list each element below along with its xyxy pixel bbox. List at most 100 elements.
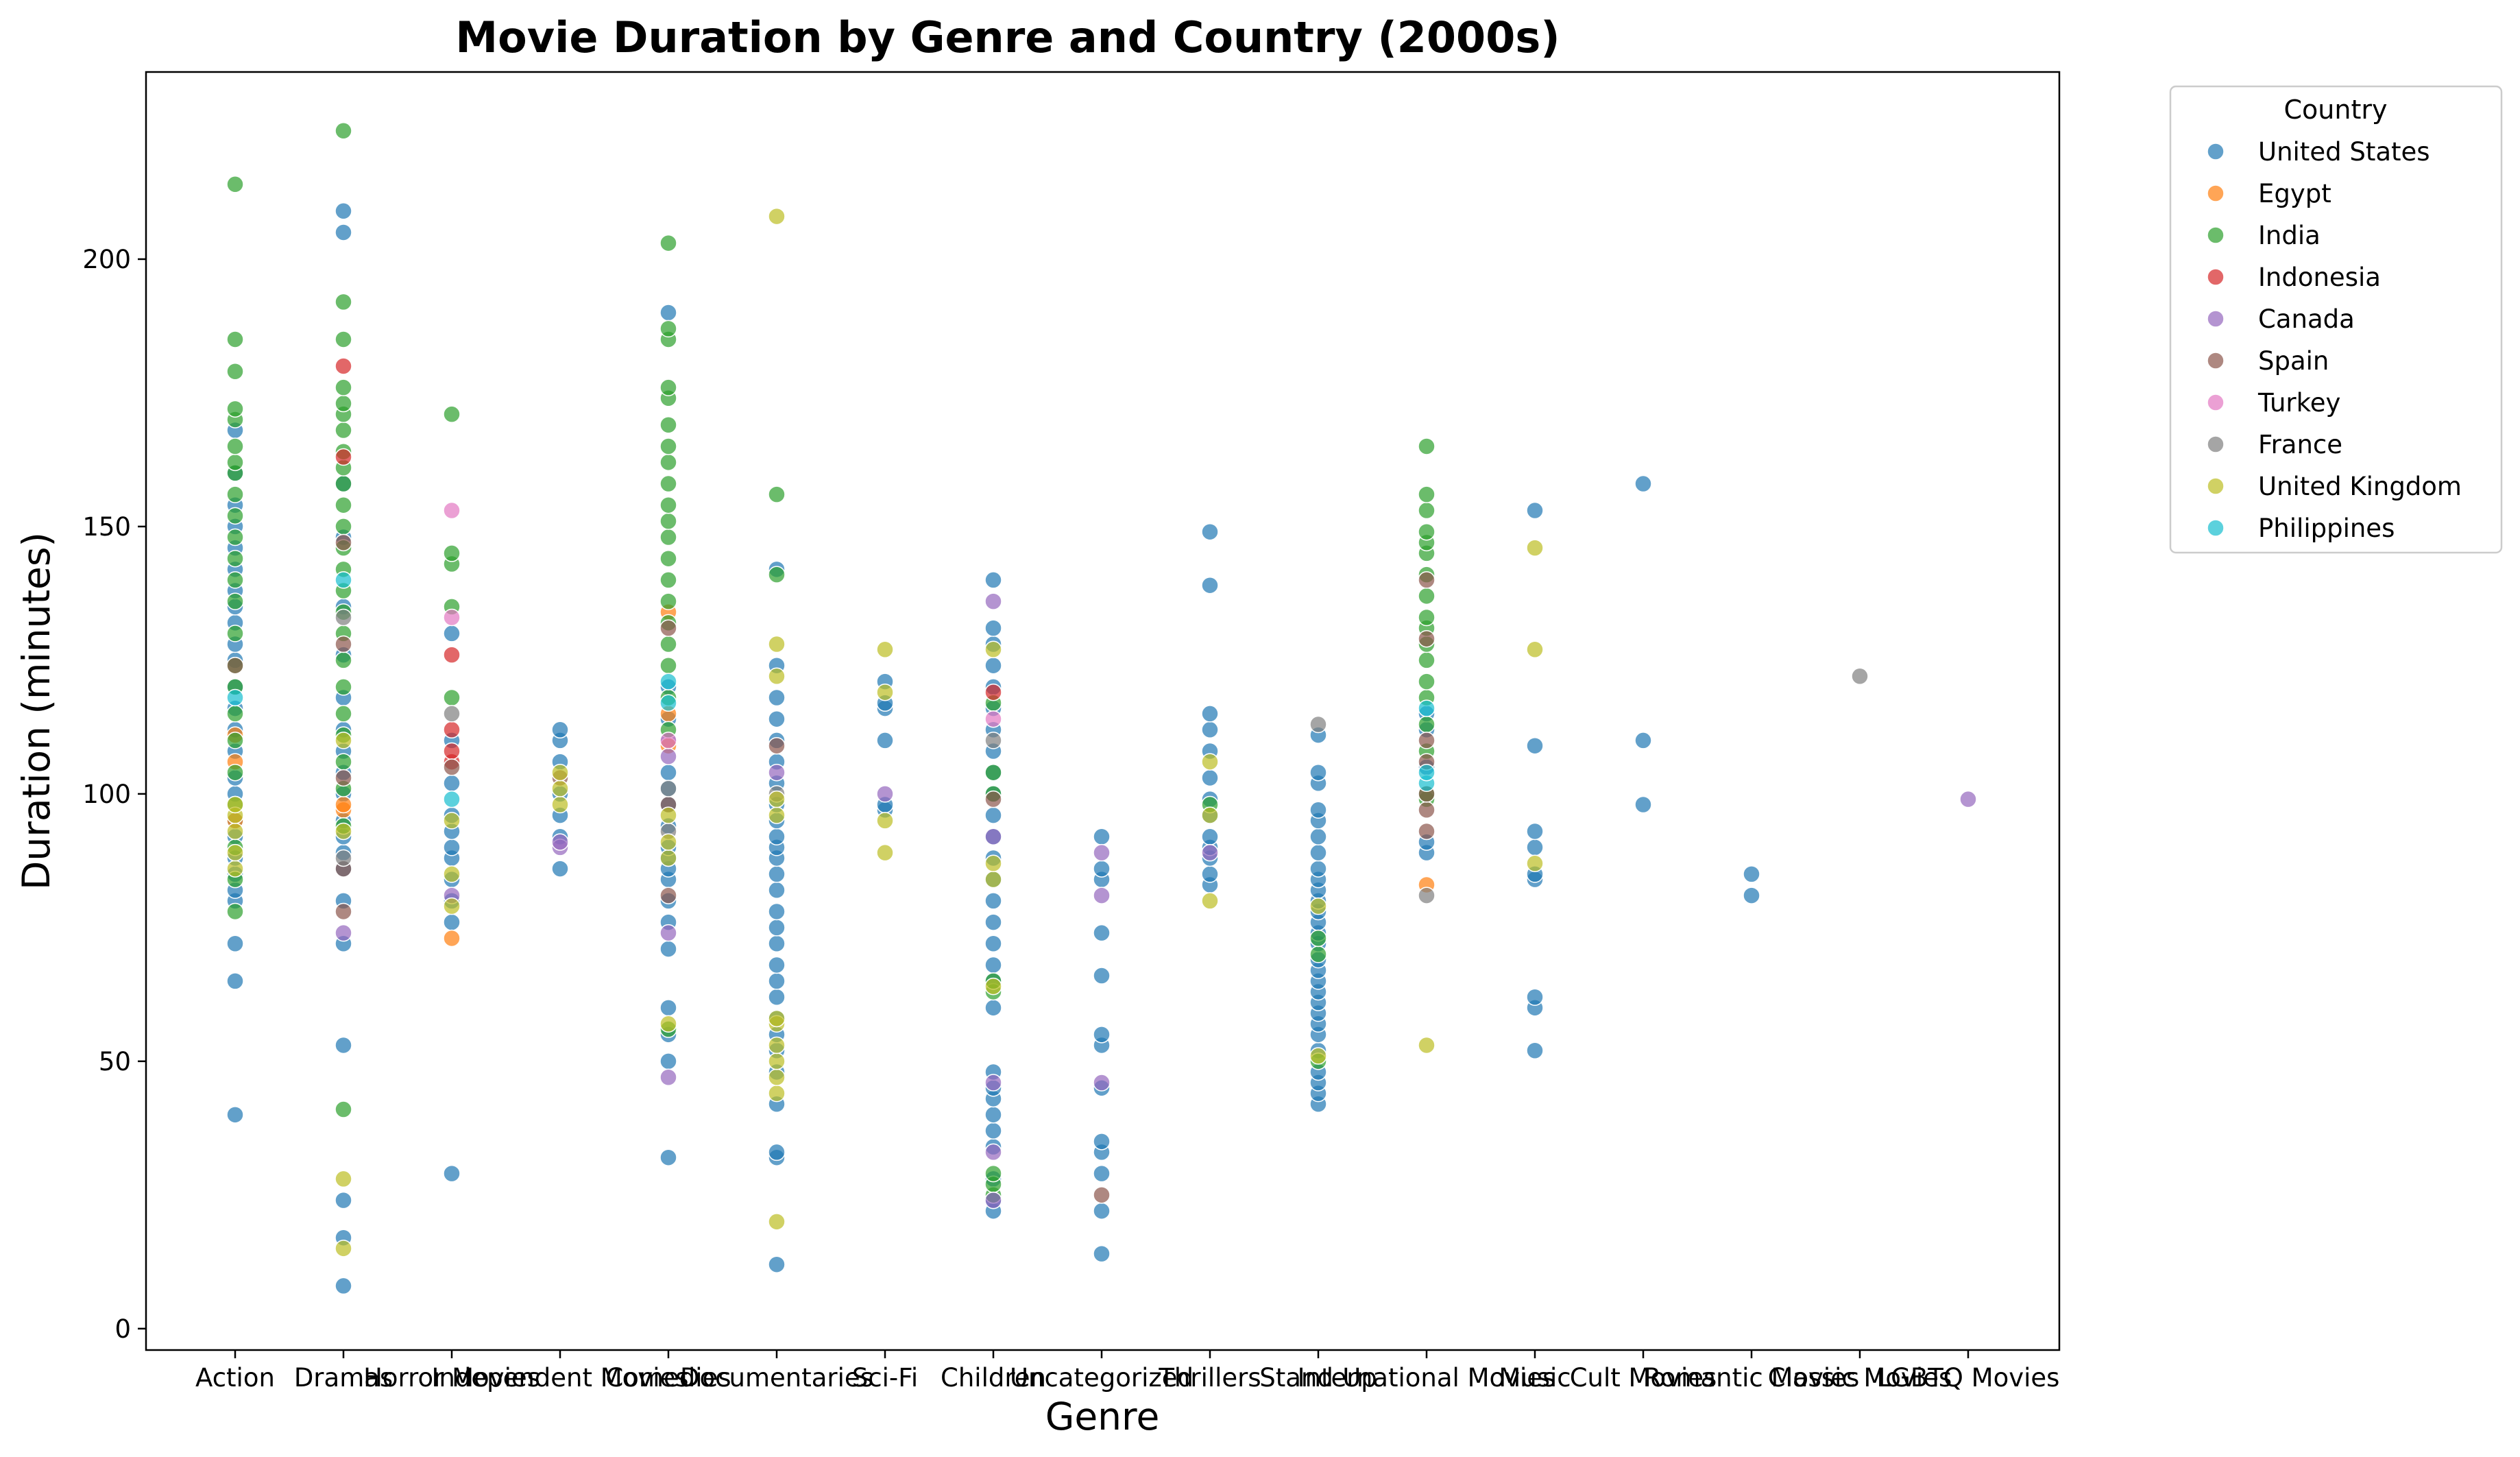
data-point xyxy=(226,625,244,642)
data-point xyxy=(551,721,569,739)
data-point xyxy=(984,892,1002,910)
data-point xyxy=(1309,929,1327,948)
data-point xyxy=(768,828,786,846)
data-point xyxy=(659,656,677,675)
data-point xyxy=(1743,865,1760,883)
data-point xyxy=(443,721,461,739)
data-point xyxy=(335,1036,352,1055)
x-tick-label: Romantic Movies xyxy=(1644,1363,1860,1393)
data-point xyxy=(1201,576,1219,594)
data-point xyxy=(335,357,352,375)
data-point xyxy=(226,705,244,723)
data-point xyxy=(226,528,244,546)
data-point xyxy=(768,207,786,226)
data-point xyxy=(1093,967,1111,985)
data-point xyxy=(984,592,1002,610)
data-point xyxy=(443,625,461,642)
data-point xyxy=(768,688,786,707)
data-point xyxy=(1418,501,1435,520)
data-point xyxy=(1093,924,1111,942)
data-point xyxy=(768,1213,786,1231)
data-point xyxy=(551,763,569,782)
data-point xyxy=(1418,673,1435,690)
data-point xyxy=(768,806,786,824)
data-point xyxy=(335,224,352,241)
data-point xyxy=(659,732,677,749)
data-point xyxy=(226,822,244,841)
x-tick-label: Dramas xyxy=(294,1363,393,1393)
data-point xyxy=(768,485,786,503)
data-point xyxy=(1526,501,1544,520)
data-point xyxy=(226,507,244,525)
data-point xyxy=(659,694,677,712)
y-tick-label: 0 xyxy=(114,1314,131,1344)
data-point xyxy=(1418,651,1435,669)
legend-marker xyxy=(2207,519,2225,537)
data-point xyxy=(335,822,352,841)
data-point xyxy=(335,1170,352,1188)
data-point xyxy=(984,935,1002,953)
data-point xyxy=(1309,1047,1327,1065)
data-point xyxy=(984,1164,1002,1183)
data-point xyxy=(335,518,352,535)
legend-entry: Turkey xyxy=(2257,388,2340,418)
data-point xyxy=(768,972,786,990)
legend-entry: Philippines xyxy=(2258,514,2395,543)
x-tick-label: Thrillers xyxy=(1158,1363,1261,1393)
data-point xyxy=(335,122,352,140)
data-point xyxy=(659,673,677,690)
data-point xyxy=(768,736,786,755)
data-point xyxy=(443,790,461,808)
data-point xyxy=(226,935,244,953)
data-point xyxy=(1418,629,1435,648)
data-point xyxy=(768,1036,786,1055)
data-point xyxy=(443,929,461,948)
data-point xyxy=(659,999,677,1017)
data-point xyxy=(659,1148,677,1166)
data-point xyxy=(335,421,352,439)
legend-entry: Indonesia xyxy=(2258,263,2381,292)
data-point xyxy=(876,683,894,701)
data-point xyxy=(1959,790,1977,808)
data-point xyxy=(335,448,352,466)
data-point xyxy=(551,780,569,797)
x-tick-label: Cult Movies xyxy=(1570,1363,1717,1393)
data-point xyxy=(1093,1186,1111,1204)
legend-marker xyxy=(2207,268,2225,286)
legend-entry: Egypt xyxy=(2258,179,2331,208)
data-point xyxy=(1201,769,1219,787)
data-point xyxy=(659,549,677,568)
data-point xyxy=(659,571,677,589)
legend-marker xyxy=(2207,143,2225,160)
data-point xyxy=(659,780,677,797)
data-point xyxy=(984,977,1002,996)
data-point xyxy=(1309,860,1327,878)
data-point xyxy=(1418,801,1435,819)
x-tick-label: Stand-Up xyxy=(1259,1363,1377,1393)
data-point xyxy=(1093,843,1111,862)
data-point xyxy=(335,1100,352,1118)
data-point xyxy=(768,865,786,883)
data-point xyxy=(335,849,352,867)
data-point xyxy=(443,865,461,883)
data-point xyxy=(335,496,352,514)
data-point xyxy=(768,919,786,937)
data-point xyxy=(335,474,352,493)
data-point xyxy=(768,763,786,782)
x-tick-label: Classic Movies xyxy=(1768,1363,1952,1393)
data-point xyxy=(335,705,352,723)
y-axis-label: Duration (minutes) xyxy=(14,532,58,890)
data-point xyxy=(226,485,244,503)
series-points xyxy=(443,501,1002,749)
plot-frame xyxy=(145,71,2061,1351)
data-point xyxy=(226,363,244,381)
data-point xyxy=(443,608,461,627)
y-tick-label: 150 xyxy=(82,512,131,542)
data-point xyxy=(984,763,1002,782)
data-point xyxy=(984,656,1002,675)
data-point xyxy=(659,1068,677,1086)
data-point xyxy=(1418,608,1435,627)
legend-marker xyxy=(2207,310,2225,328)
data-point xyxy=(226,330,244,348)
